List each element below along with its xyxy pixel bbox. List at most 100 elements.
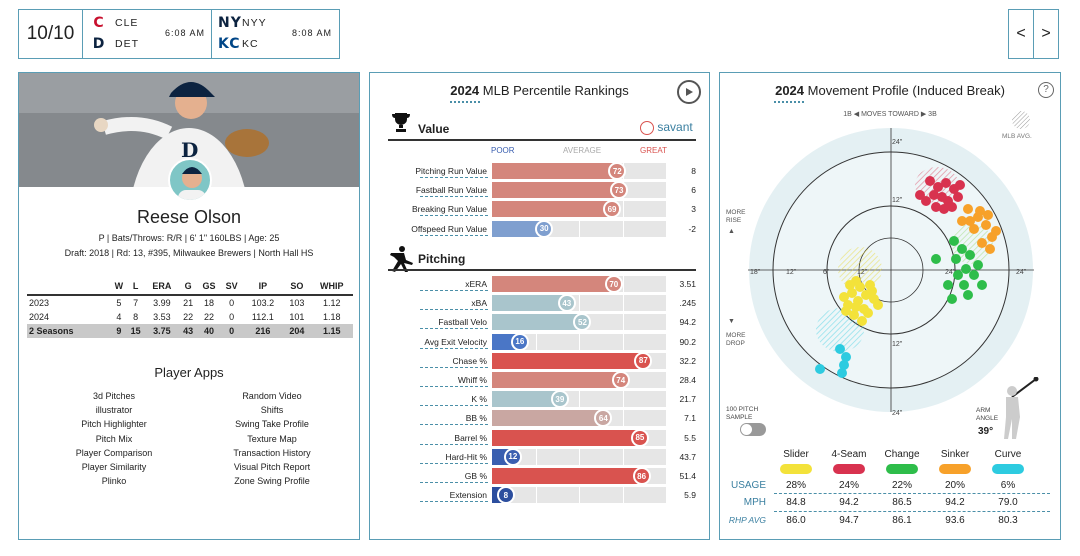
app-link[interactable]: illustrator bbox=[95, 405, 133, 416]
metric-value: 43.7 bbox=[679, 451, 696, 462]
arm-angle-value: 39° bbox=[978, 426, 994, 437]
pitch-dot bbox=[837, 368, 847, 378]
percentile-badge: 74 bbox=[611, 371, 630, 389]
pitch-name[interactable]: Curve bbox=[994, 449, 1022, 460]
metric-label[interactable]: Offspeed Run Value bbox=[411, 223, 487, 234]
pitch-usage: 24% bbox=[838, 480, 859, 491]
game-cle-det[interactable]: C CLE D DET 6:08 AM bbox=[85, 10, 213, 58]
value-section-title: Value bbox=[418, 122, 450, 136]
stats-cell: 216 bbox=[242, 324, 284, 338]
date-label[interactable]: 10/10 bbox=[19, 10, 83, 58]
percentile-badge: 16 bbox=[510, 332, 529, 351]
metric-label[interactable]: K % bbox=[471, 394, 487, 405]
sample-label: 100 PITCH SAMPLE bbox=[726, 406, 759, 421]
stats-cell: 1.12 bbox=[322, 298, 341, 308]
metric-label[interactable]: Chase % bbox=[452, 355, 488, 366]
app-link[interactable]: Plinko bbox=[101, 476, 127, 487]
pitch-color-swatch bbox=[833, 464, 865, 474]
pitch-dot bbox=[839, 360, 849, 370]
play-button[interactable] bbox=[677, 80, 701, 104]
percentile-fill bbox=[492, 391, 560, 408]
metric-label[interactable]: GB % bbox=[464, 471, 487, 481]
metric-label[interactable]: Extension bbox=[449, 490, 487, 501]
next-button[interactable]: > bbox=[1033, 9, 1059, 59]
player-draft: Draft: 2018 | Rd: 13, #395, Milwaukee Br… bbox=[64, 248, 314, 258]
col-header: WHIP bbox=[310, 278, 353, 296]
savant-logo[interactable]: savant bbox=[640, 120, 693, 135]
pitch-dot bbox=[953, 270, 963, 280]
metric-value: 51.4 bbox=[679, 471, 696, 481]
metric-label[interactable]: Hard-Hit % bbox=[445, 451, 487, 462]
metric-value: 5.9 bbox=[684, 490, 696, 501]
pitch-name[interactable]: Sinker bbox=[940, 449, 970, 460]
ring-label: 24" bbox=[892, 139, 903, 146]
pitching-section-title: Pitching bbox=[418, 252, 466, 266]
stats-cell: 21 bbox=[183, 298, 194, 308]
metric-label[interactable]: Fastball Velo bbox=[438, 317, 487, 328]
away-team: NYY bbox=[242, 17, 267, 29]
app-link[interactable]: Zone Swing Profile bbox=[234, 476, 310, 487]
stats-cell: 18 bbox=[203, 298, 214, 308]
pitch-dot bbox=[873, 300, 883, 310]
stats-cell: 101 bbox=[289, 312, 305, 322]
app-link[interactable]: Random Video bbox=[242, 391, 302, 401]
col-header bbox=[27, 278, 112, 296]
metric-value: 6 bbox=[691, 185, 696, 196]
percentile-fill bbox=[492, 295, 567, 312]
app-link[interactable]: Pitch Mix bbox=[95, 433, 133, 444]
prev-button[interactable]: < bbox=[1008, 9, 1034, 59]
nyy-logo-icon: NY bbox=[218, 15, 242, 31]
metric-label[interactable]: Barrel % bbox=[454, 432, 487, 443]
metric-label[interactable]: xBA bbox=[471, 298, 487, 309]
metric-label[interactable]: Pitching Run Value bbox=[415, 166, 487, 176]
pitch-name[interactable]: Change bbox=[884, 449, 920, 460]
sample-toggle[interactable] bbox=[740, 423, 766, 436]
app-link[interactable]: Player Comparison bbox=[75, 447, 153, 458]
pitch-dot bbox=[961, 264, 971, 274]
stats-cell: 112.1 bbox=[251, 312, 274, 322]
pitch-name[interactable]: 4-Seam bbox=[831, 449, 867, 460]
percentile-panel: 2024 MLB Percentile Rankings Value savan… bbox=[369, 72, 710, 540]
col-header: G bbox=[179, 278, 198, 296]
pitch-color-swatch bbox=[939, 464, 971, 474]
game-time: 6:08 AM bbox=[164, 28, 205, 38]
app-link[interactable]: Pitch Highlighter bbox=[81, 419, 147, 430]
percentile-badge: 52 bbox=[573, 313, 592, 332]
pitch-dot bbox=[855, 282, 865, 292]
ring-label: 12" bbox=[892, 341, 903, 348]
metric-value: 94.2 bbox=[679, 317, 696, 328]
pitch-dot bbox=[963, 204, 973, 214]
metric-label[interactable]: Whiff % bbox=[457, 375, 487, 385]
ring-label: 12" bbox=[892, 197, 903, 204]
app-link[interactable]: Player Similarity bbox=[81, 462, 147, 473]
help-icon[interactable]: ? bbox=[1038, 82, 1054, 98]
app-link[interactable]: 3d Pitches bbox=[92, 391, 136, 401]
metric-label[interactable]: BB % bbox=[465, 413, 487, 424]
pitch-name[interactable]: Slider bbox=[783, 449, 809, 460]
pitch-dot bbox=[977, 280, 987, 290]
stats-cell: 5 bbox=[116, 298, 122, 308]
app-link[interactable]: Shifts bbox=[260, 405, 284, 416]
pitch-dot bbox=[867, 286, 877, 296]
percentile-bar: 87 bbox=[492, 351, 666, 370]
app-link[interactable]: Swing Take Profile bbox=[235, 419, 309, 430]
col-header: ERA bbox=[144, 278, 180, 296]
pitch-dot bbox=[847, 288, 857, 298]
pitch-dot bbox=[943, 280, 953, 290]
metric-label[interactable]: Fastball Run Value bbox=[415, 185, 487, 196]
metric-label[interactable]: Breaking Run Value bbox=[412, 204, 487, 215]
app-link[interactable]: Visual Pitch Report bbox=[233, 462, 311, 473]
mlb-avg-label: MLB AVG. bbox=[1002, 133, 1032, 140]
stats-cell: 15 bbox=[126, 324, 145, 338]
percentile-fill bbox=[492, 163, 618, 179]
metric-label[interactable]: Avg Exit Velocity bbox=[424, 336, 487, 347]
pitcher-icon bbox=[388, 245, 416, 278]
pitch-dot bbox=[963, 290, 973, 300]
pitch-color-swatch bbox=[886, 464, 918, 474]
stats-cell: 9 bbox=[111, 324, 127, 338]
app-link[interactable]: Transaction History bbox=[233, 447, 311, 458]
metric-label[interactable]: xERA bbox=[465, 279, 487, 289]
game-nyy-kc[interactable]: NY NYY KC KC 8:08 AM bbox=[212, 10, 340, 58]
baseball-icon bbox=[640, 120, 654, 135]
app-link[interactable]: Texture Map bbox=[247, 433, 297, 444]
